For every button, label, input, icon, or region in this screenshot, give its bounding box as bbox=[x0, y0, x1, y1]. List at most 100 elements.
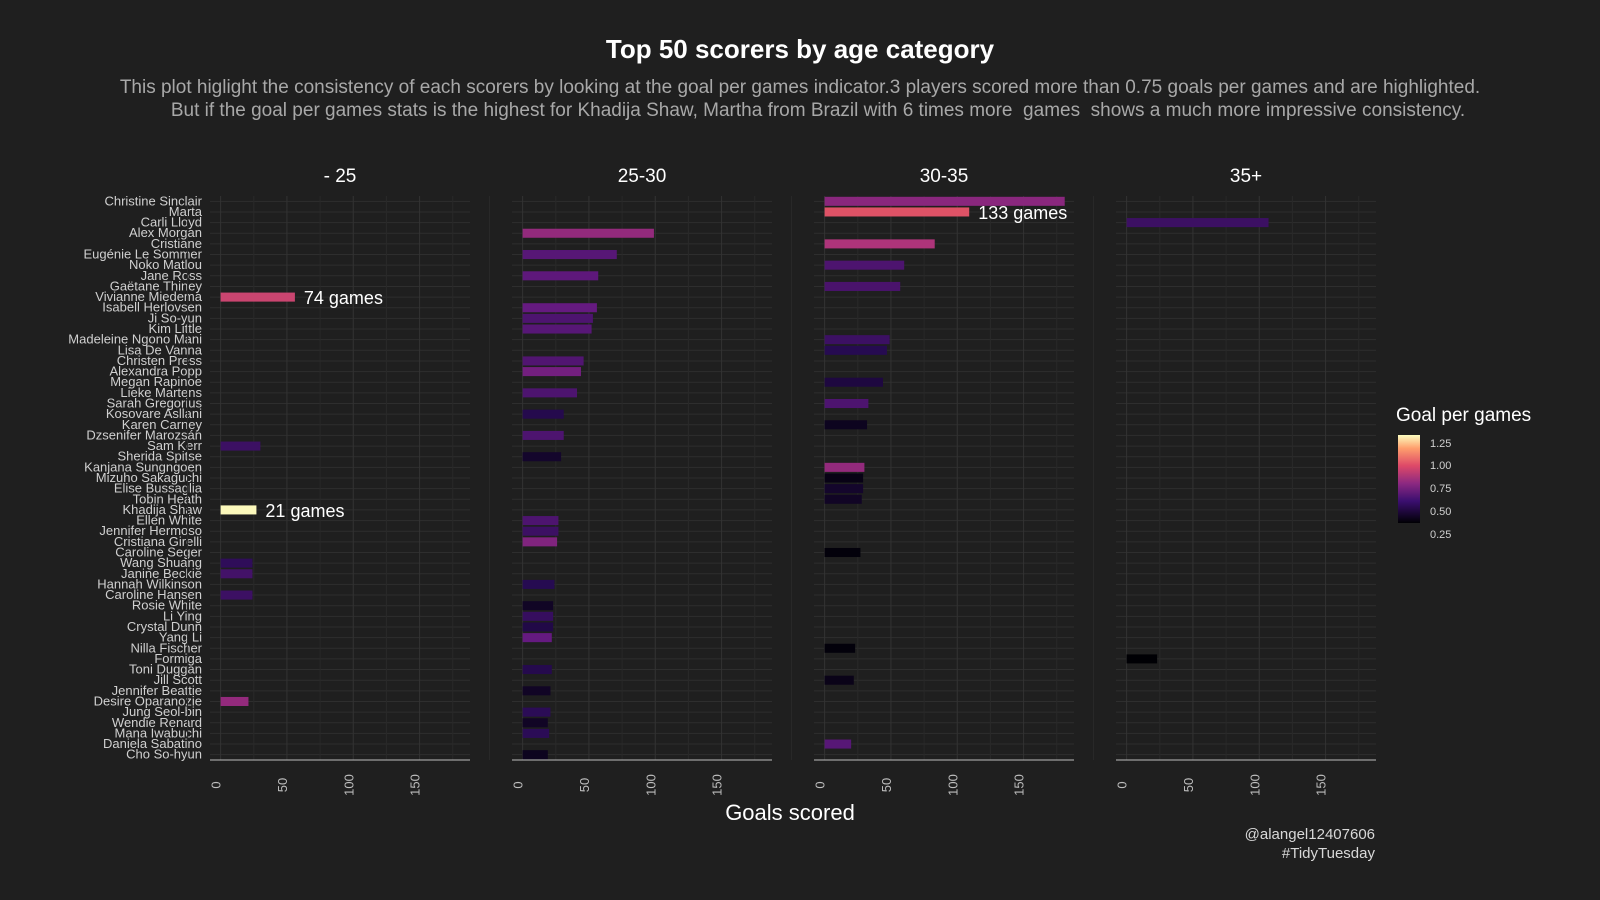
legend-color-bar bbox=[1398, 435, 1420, 523]
y-tick-label: Vivianne Miedema bbox=[95, 289, 202, 304]
x-tick-label: 150 bbox=[408, 774, 423, 796]
color-legend: Goal per games 1.25 1.00 0.75 0.50 0.25 bbox=[1396, 405, 1532, 541]
x-tick-label: 150 bbox=[710, 774, 725, 796]
y-tick-label: Hannah Wilkinson bbox=[97, 576, 202, 591]
bar bbox=[522, 430, 564, 440]
x-tick-label: 0 bbox=[511, 781, 526, 788]
legend-tick-label: 0.50 bbox=[1430, 506, 1452, 518]
bar bbox=[522, 718, 548, 728]
bar bbox=[1126, 218, 1269, 228]
bar bbox=[522, 367, 581, 377]
bar bbox=[522, 356, 584, 366]
y-tick-label: Sam Kerr bbox=[147, 438, 203, 453]
subtitle-line-1: This plot higlight the consistency of ea… bbox=[119, 77, 1481, 98]
y-tick-label: Wendie Renard bbox=[112, 715, 202, 730]
bar bbox=[522, 526, 559, 536]
y-tick-label: Kim Little bbox=[149, 321, 202, 336]
bar bbox=[522, 728, 550, 738]
facet-label: 30-35 bbox=[920, 166, 969, 187]
y-tick-label: Gaëtane Thiney bbox=[110, 278, 203, 293]
x-tick-label: 50 bbox=[879, 778, 894, 792]
bar-annotation: 133 games bbox=[978, 203, 1067, 223]
subtitle-line-2: But if the goal per games stats is the h… bbox=[170, 100, 1466, 121]
chart-title: Top 50 scorers by age category bbox=[605, 34, 995, 64]
legend-tick-label: 0.75 bbox=[1430, 483, 1452, 495]
y-tick-label: Kanjana Sungngoen bbox=[84, 459, 202, 474]
x-tick-label: 100 bbox=[1247, 774, 1262, 796]
bar bbox=[824, 281, 901, 291]
bar bbox=[522, 250, 617, 260]
legend-tick-label: 0.25 bbox=[1430, 529, 1452, 541]
y-tick-label: Dzsenifer Marozsán bbox=[86, 427, 202, 442]
bar-annotation: 74 games bbox=[304, 288, 383, 308]
y-tick-label: Caroline Seger bbox=[115, 544, 202, 559]
y-tick-label: Formiga bbox=[154, 651, 202, 666]
bar bbox=[522, 537, 558, 547]
y-tick-label: Megan Rapinoe bbox=[110, 374, 202, 389]
bar bbox=[824, 196, 1065, 206]
bar bbox=[522, 409, 564, 419]
facet-label: 25-30 bbox=[618, 166, 667, 187]
bar bbox=[824, 462, 865, 472]
bar bbox=[220, 590, 253, 600]
y-tick-label: Jennifer Beattie bbox=[112, 683, 202, 698]
y-tick-label: Wang Shuang bbox=[120, 555, 202, 570]
bar bbox=[824, 335, 890, 345]
bar bbox=[522, 388, 577, 398]
bar bbox=[220, 505, 257, 515]
y-tick-label: Crystal Dunn bbox=[127, 619, 202, 634]
bar bbox=[522, 271, 599, 281]
bar bbox=[522, 452, 562, 462]
bar bbox=[824, 420, 868, 430]
legend-title: Goal per games bbox=[1396, 405, 1532, 426]
y-tick-label: Li Ying bbox=[163, 608, 202, 623]
y-tick-label: Madeleine Ngono Mani bbox=[68, 332, 202, 347]
bar bbox=[522, 516, 559, 526]
x-tick-label: 100 bbox=[341, 774, 356, 796]
bar bbox=[522, 313, 593, 323]
bar bbox=[824, 494, 862, 504]
bar bbox=[522, 707, 551, 717]
y-tick-label: Ji So-yun bbox=[148, 310, 202, 325]
y-tick-label: Mizuho Sakaguchi bbox=[96, 470, 202, 485]
legend-tick-label: 1.00 bbox=[1430, 460, 1452, 472]
bar bbox=[522, 750, 548, 760]
x-axis-label: Goals scored bbox=[725, 800, 855, 825]
bar bbox=[522, 633, 552, 643]
x-tick-label: 150 bbox=[1314, 774, 1329, 796]
caption-hashtag: #TidyTuesday bbox=[1281, 845, 1375, 862]
bar bbox=[1126, 654, 1158, 664]
bar bbox=[522, 665, 552, 675]
bar bbox=[220, 569, 253, 579]
x-tick-label: 150 bbox=[1012, 774, 1027, 796]
y-tick-label: Cho So-hyun bbox=[126, 747, 202, 762]
caption: @alangel12407606 #TidyTuesday bbox=[1245, 825, 1375, 863]
y-tick-label: Cristiana Girelli bbox=[114, 534, 202, 549]
y-tick-label: Lieke Martens bbox=[120, 385, 202, 400]
bar bbox=[220, 696, 249, 706]
bar bbox=[824, 345, 887, 355]
bar bbox=[824, 260, 905, 270]
y-tick-label: Alex Morgan bbox=[129, 225, 202, 240]
y-tick-label: Yang Li bbox=[159, 630, 202, 645]
caption-handle: @alangel12407606 bbox=[1244, 826, 1375, 843]
bar bbox=[220, 558, 253, 568]
y-tick-label: Mana Iwabuchi bbox=[115, 725, 203, 740]
x-tick-label: 0 bbox=[209, 781, 224, 788]
y-tick-label: Sarah Gregorius bbox=[107, 396, 203, 411]
y-tick-label: Janine Beckie bbox=[121, 566, 202, 581]
bar bbox=[824, 377, 883, 387]
y-tick-label: Isabell Herlovsen bbox=[102, 300, 202, 315]
y-tick-label: Desire Oparanozie bbox=[94, 693, 202, 708]
bar bbox=[824, 239, 935, 249]
x-tick-label: 0 bbox=[813, 781, 828, 788]
y-tick-label: Caroline Hansen bbox=[105, 587, 202, 602]
y-tick-label: Rosie White bbox=[132, 598, 202, 613]
facet-label: - 25 bbox=[324, 166, 357, 187]
y-tick-label: Ellen White bbox=[136, 513, 202, 528]
legend-tick-label: 1.25 bbox=[1430, 438, 1452, 450]
bar bbox=[824, 398, 869, 409]
y-tick-label: Karen Carney bbox=[122, 417, 203, 432]
facet-label: 35+ bbox=[1230, 166, 1262, 187]
bar bbox=[522, 686, 551, 696]
